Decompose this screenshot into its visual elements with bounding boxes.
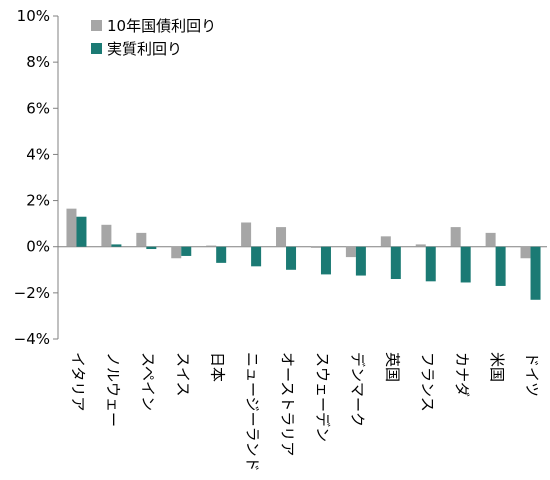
bar-yield [206,245,217,247]
axes [53,15,547,340]
category-label: デンマーク [348,352,366,427]
bar-yield [485,232,496,247]
bar-real-yield [251,246,262,267]
category-label: ノルウェー [104,352,122,427]
category-label: 英国 [383,352,401,382]
category-label: スペイン [139,352,157,411]
bar-yield [171,246,182,259]
category-label: カナダ [453,352,471,397]
bar-real-yield [355,246,366,276]
bar-yield [520,246,531,259]
bar-yield [276,227,287,247]
x-tick-labels: イタリア ノルウェー スペイン スイス 日本 ニュージーランド オーストラリア スウェーデンデ… [69,352,541,472]
bar-real-yield [320,246,331,275]
bar-real-yield [425,246,436,282]
bar-real-yield [216,246,227,263]
legend-label: 実質利回り [107,40,182,58]
category-label: ドイツ [523,352,541,397]
bar-real-yield [390,246,401,280]
bar-yield [450,227,461,247]
bar-yield [241,222,252,247]
bar-yield [136,232,147,247]
bars [66,208,541,300]
y-tick-labels: 10% 8% 6% 4% 2% 0% −2% −4% [14,7,50,348]
y-tick-label: 6% [26,99,50,117]
bar-yield [415,244,426,247]
category-label: フランス [418,352,436,412]
bar-real-yield [460,246,471,283]
category-label: 米国 [488,352,506,382]
bar-yield [101,224,112,247]
bar-yield [345,246,356,258]
bar-real-yield [181,246,192,256]
category-label: イタリア [69,352,87,411]
y-tick-label: −4% [14,330,50,348]
bar-real-yield [111,244,122,247]
y-tick-label: 2% [26,192,50,210]
category-label: ニュージーランド [244,352,262,472]
y-tick-label: 4% [26,145,50,163]
bar-real-yield [530,246,541,300]
category-label: 日本 [209,352,227,382]
bar-real-yield [286,246,297,270]
category-label: スイス [174,352,192,397]
legend-swatch [91,20,102,31]
bar-yield [66,208,77,247]
y-tick-label: −2% [14,284,50,302]
bar-real-yield [146,246,157,250]
y-tick-label: 0% [26,238,50,256]
bar-real-yield [495,246,506,286]
bar-real-yield [76,216,87,247]
legend-swatch [91,43,102,54]
legend-label: 10年国債利回り [107,17,216,35]
bar-yield [380,236,391,247]
category-label: スウェーデン [313,352,331,442]
y-tick-label: 8% [26,53,50,71]
category-label: オーストラリア [279,352,297,456]
y-tick-label: 10% [17,7,50,25]
bar-yield [310,246,321,248]
